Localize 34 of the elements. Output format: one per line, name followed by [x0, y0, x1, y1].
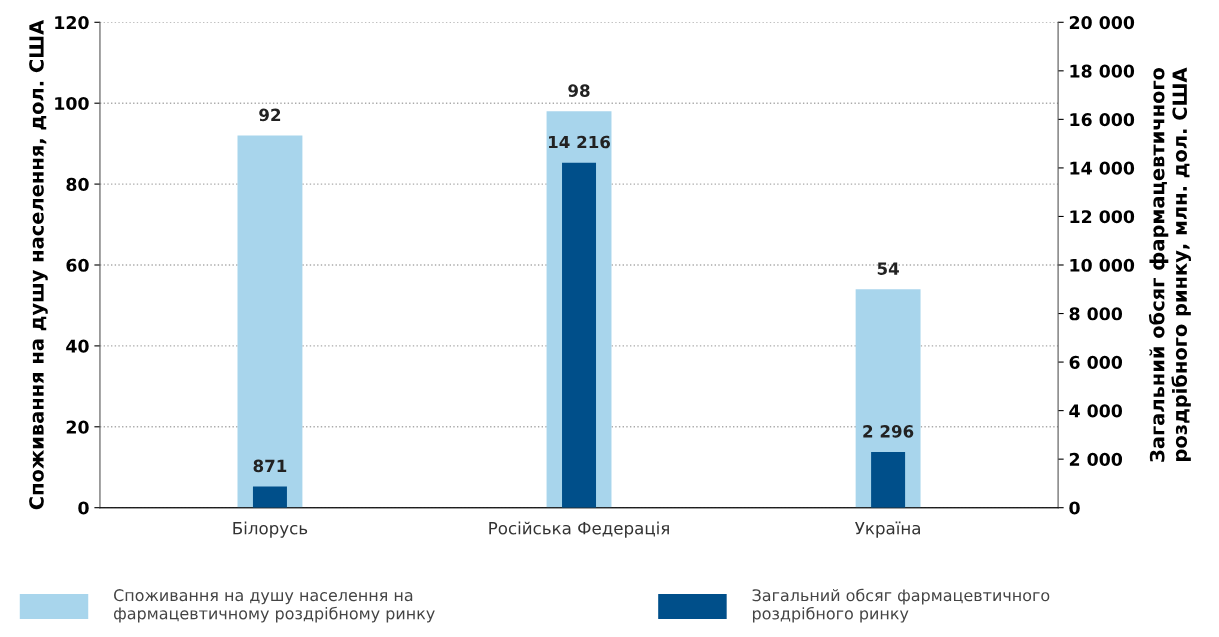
y2-tick-label: 0	[1069, 501, 1080, 515]
y2-tick-label: 8 000	[1069, 307, 1123, 321]
y2-tick-label: 6 000	[1069, 355, 1123, 369]
bar	[871, 451, 906, 508]
y2-tick-label: 10 000	[1070, 258, 1135, 272]
legend-label: Споживання на душу населення на фармацевтичному роздрібному ринку	[113, 589, 435, 623]
bar	[237, 135, 303, 508]
data-label: 871	[253, 459, 287, 473]
y2-tick-label: 16 000	[1070, 113, 1135, 127]
y-tick-label: 80	[66, 177, 89, 191]
data-label: 98	[568, 84, 590, 97]
data-label: 14 216	[549, 135, 611, 149]
y-axis-title: Споживання на душу населення, дол. США	[29, 19, 48, 510]
bar	[252, 486, 287, 508]
y-tick-label: 40	[66, 339, 89, 353]
data-label: 54	[877, 262, 899, 275]
data-label: 92	[259, 108, 281, 122]
y2-tick-label: 4 000	[1069, 404, 1123, 418]
y-tick-label: 120	[55, 16, 89, 30]
y2-tick-label: 18 000	[1070, 64, 1135, 78]
y2-tick-label: 2 000	[1069, 452, 1123, 466]
y-tick-label: 0	[78, 501, 89, 515]
y2-axis-title: Загальний обсяг фармацевтичного роздрібного ринку, млн. дол. США	[1148, 67, 1191, 462]
x-tick-label: Україна	[855, 521, 920, 538]
legend-label: Загальний обсяг фармацевтичного роздрібного ринку	[752, 588, 1050, 623]
y-tick-label: 20	[66, 420, 89, 434]
y2-tick-label: 12 000	[1070, 210, 1135, 224]
y-tick-label: 100	[55, 96, 89, 111]
y2-tick-label: 14 000	[1070, 161, 1135, 175]
x-tick-label: Білорусь	[233, 521, 308, 538]
data-label: 2 296	[863, 425, 914, 438]
x-tick-label: Російська Федерація	[489, 521, 669, 538]
y2-tick-label: 20 000	[1069, 16, 1135, 30]
y-tick-label: 60	[66, 258, 89, 272]
